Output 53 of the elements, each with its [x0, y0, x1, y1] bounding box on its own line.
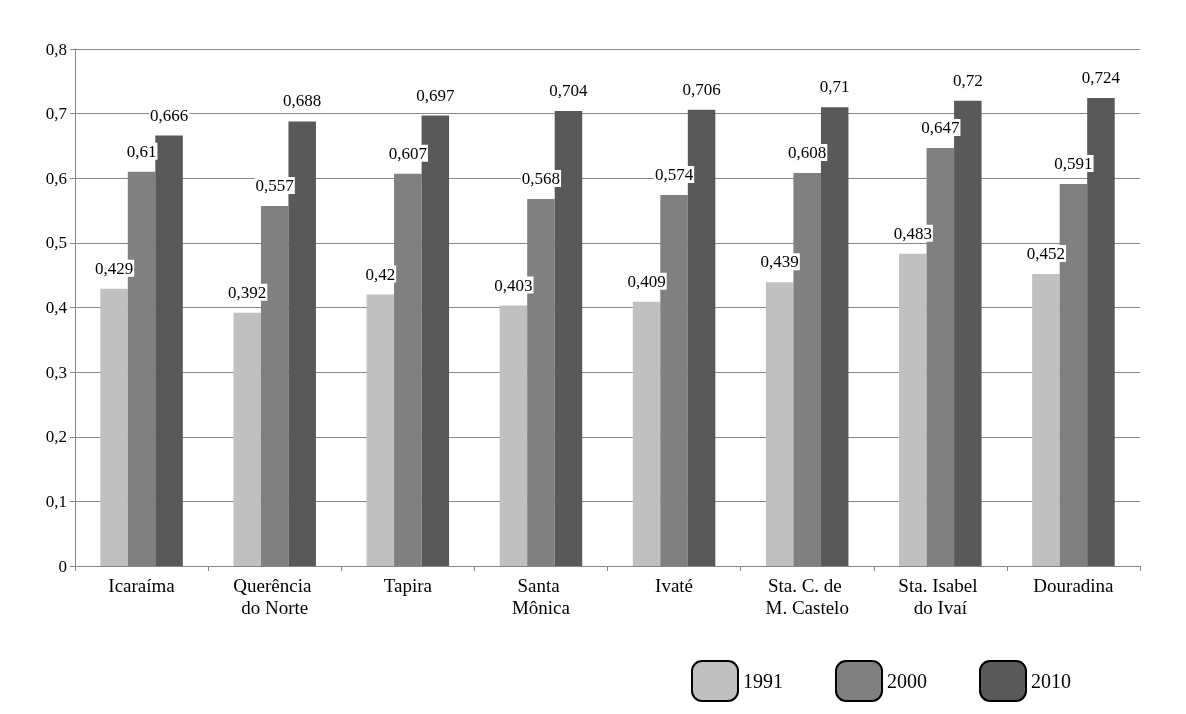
y-tick-label: 0,1 [45, 491, 67, 511]
data-label: 0,591 [1054, 154, 1093, 174]
x-tick-label: Icaraíma [108, 574, 176, 596]
x-tick-label: Sta. Isabel do Ivaí [898, 574, 983, 618]
y-tick-label: 0,3 [45, 362, 67, 382]
data-label: 0,706 [682, 79, 721, 99]
data-label: 0,704 [549, 81, 589, 101]
y-tick-label: 0,4 [45, 298, 68, 317]
bar [499, 305, 528, 566]
data-label: 0,42 [365, 264, 396, 284]
data-label: 0,439 [760, 252, 799, 272]
data-label: 0,61 [126, 141, 157, 161]
data-label: 0,607 [388, 143, 428, 163]
y-tick-label: 0,5 [45, 233, 67, 253]
bar [100, 288, 128, 566]
y-tick-label: 0,8 [45, 39, 67, 59]
x-tick-label: Santa Mônica [511, 574, 571, 618]
y-tick-label: 0,6 [45, 168, 67, 188]
y-tick-label: 0,2 [45, 427, 67, 447]
bar [765, 282, 794, 566]
data-label: 0,452 [1026, 243, 1066, 263]
bar [1032, 273, 1060, 566]
data-label: 0,688 [283, 91, 322, 111]
data-label: 0,568 [521, 168, 561, 188]
bar [899, 253, 927, 566]
x-tick-label: Querência do Norte [233, 574, 317, 618]
data-label: 0,724 [1081, 68, 1121, 88]
x-tick-label: Ivaté [655, 574, 694, 596]
data-label: 0,574 [654, 165, 694, 185]
y-tick-label: 0 [58, 556, 67, 576]
data-label: 0,71 [819, 77, 850, 97]
data-label: 0,392 [228, 282, 267, 302]
bar [155, 135, 183, 566]
data-label: 0,557 [255, 176, 295, 196]
x-tick-label: Douradina [1033, 574, 1115, 596]
bar [632, 301, 661, 566]
data-label: 0,647 [921, 117, 960, 137]
bar [366, 294, 395, 566]
legend-label: 2010 [1031, 670, 1071, 692]
x-tick-label: Tapira [383, 574, 433, 596]
data-label: 0,483 [893, 223, 932, 243]
x-tick-label: Sta. C. de M. Castelo [765, 574, 849, 618]
data-label: 0,666 [149, 105, 189, 125]
bar [233, 312, 261, 566]
data-label: 0,72 [952, 70, 983, 90]
legend-label: 1991 [743, 670, 783, 692]
data-label: 0,429 [94, 258, 134, 278]
data-label: 0,697 [416, 85, 455, 105]
y-tick-label: 0,7 [45, 104, 68, 124]
data-label: 0,403 [494, 275, 533, 295]
legend-label: 2000 [887, 670, 927, 692]
data-label: 0,409 [627, 271, 666, 291]
data-label: 0,608 [788, 143, 827, 163]
